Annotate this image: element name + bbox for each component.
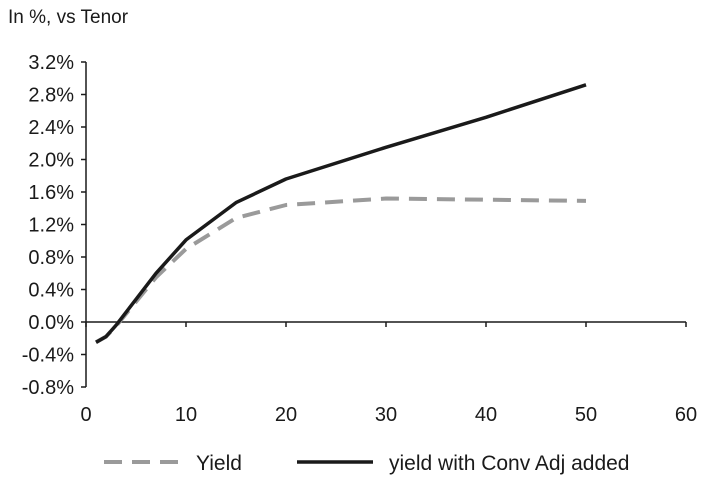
- y-tick-label: 0.0%: [28, 312, 74, 334]
- y-tick-label: 2.4%: [28, 117, 74, 139]
- y-tick-label: 2.0%: [28, 150, 74, 172]
- y-tick-label: 0.8%: [28, 247, 74, 269]
- x-tick-label: 30: [375, 404, 397, 426]
- series-line-yield: [95, 196, 587, 345]
- x-tick-label: 50: [575, 404, 597, 426]
- series-layer: [95, 83, 587, 345]
- x-tick-label: 40: [475, 404, 497, 426]
- x-tick-label: 20: [275, 404, 297, 426]
- y-tick-label: -0.8%: [22, 377, 74, 399]
- x-tick-label: 60: [675, 404, 697, 426]
- y-tick-label: 2.8%: [28, 85, 74, 107]
- y-tick-label: 0.4%: [28, 280, 74, 302]
- series-line-yield-conv-adj: [95, 83, 587, 344]
- x-tick-label: 10: [175, 404, 197, 426]
- legend: Yield yield with Conv Adj added: [104, 452, 630, 475]
- chart-title: In %, vs Tenor: [8, 7, 129, 28]
- x-tick-label: 0: [80, 404, 91, 426]
- legend-label: Yield: [196, 452, 242, 475]
- legend-label: yield with Conv Adj added: [389, 452, 630, 475]
- y-tick-label: 3.2%: [28, 52, 74, 74]
- legend-item-yield-conv-adj: yield with Conv Adj added: [297, 452, 630, 475]
- legend-item-yield: Yield: [104, 452, 242, 475]
- y-tick-label: -0.4%: [22, 345, 74, 367]
- y-tick-label: 1.2%: [28, 215, 74, 237]
- y-tick-label: 1.6%: [28, 182, 74, 204]
- axes: -0.8% -0.4% 0.0% 0.4% 0.8% 1.2% 1.6% 2.0% 2.4% 2.…: [22, 52, 697, 426]
